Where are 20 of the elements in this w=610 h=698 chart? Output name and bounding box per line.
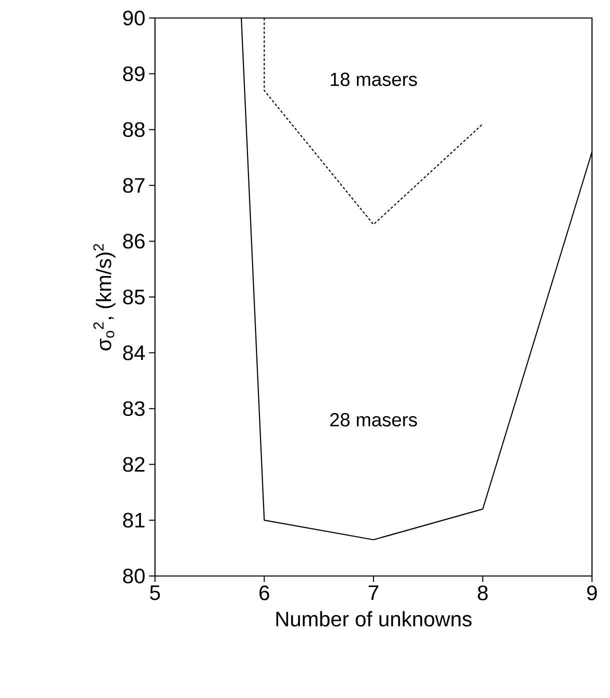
y-tick-label: 83 [123, 401, 145, 416]
y-tick-label: 84 [123, 345, 145, 360]
y-tick-label: 82 [123, 456, 144, 472]
x-tick-label: 5 [150, 586, 160, 600]
annotation: 18 masers [330, 72, 417, 86]
y-tick-label: 81 [123, 512, 144, 528]
y-axis-title: σ$_{o}$$^{2}$, (km/s)$^{2}$ [93, 244, 116, 350]
y-tick-label: 90 [123, 10, 145, 26]
y-tick-label: 88 [123, 122, 145, 137]
x-tick-label: 9 [587, 585, 597, 600]
x-tick-label: 6 [259, 585, 270, 600]
y-tick-label: 87 [123, 178, 144, 193]
y-tick-label: 89 [123, 66, 145, 82]
x-tick-label: 7 [368, 586, 378, 600]
y-tick-label: 86 [123, 234, 145, 249]
y-tick-label: 80 [123, 568, 145, 584]
x-axis-title: Number of unknowns [276, 611, 472, 626]
y-tick-label: 85 [123, 290, 145, 304]
x-tick-label: 8 [478, 585, 488, 600]
annotation: 28 masers [330, 413, 417, 426]
